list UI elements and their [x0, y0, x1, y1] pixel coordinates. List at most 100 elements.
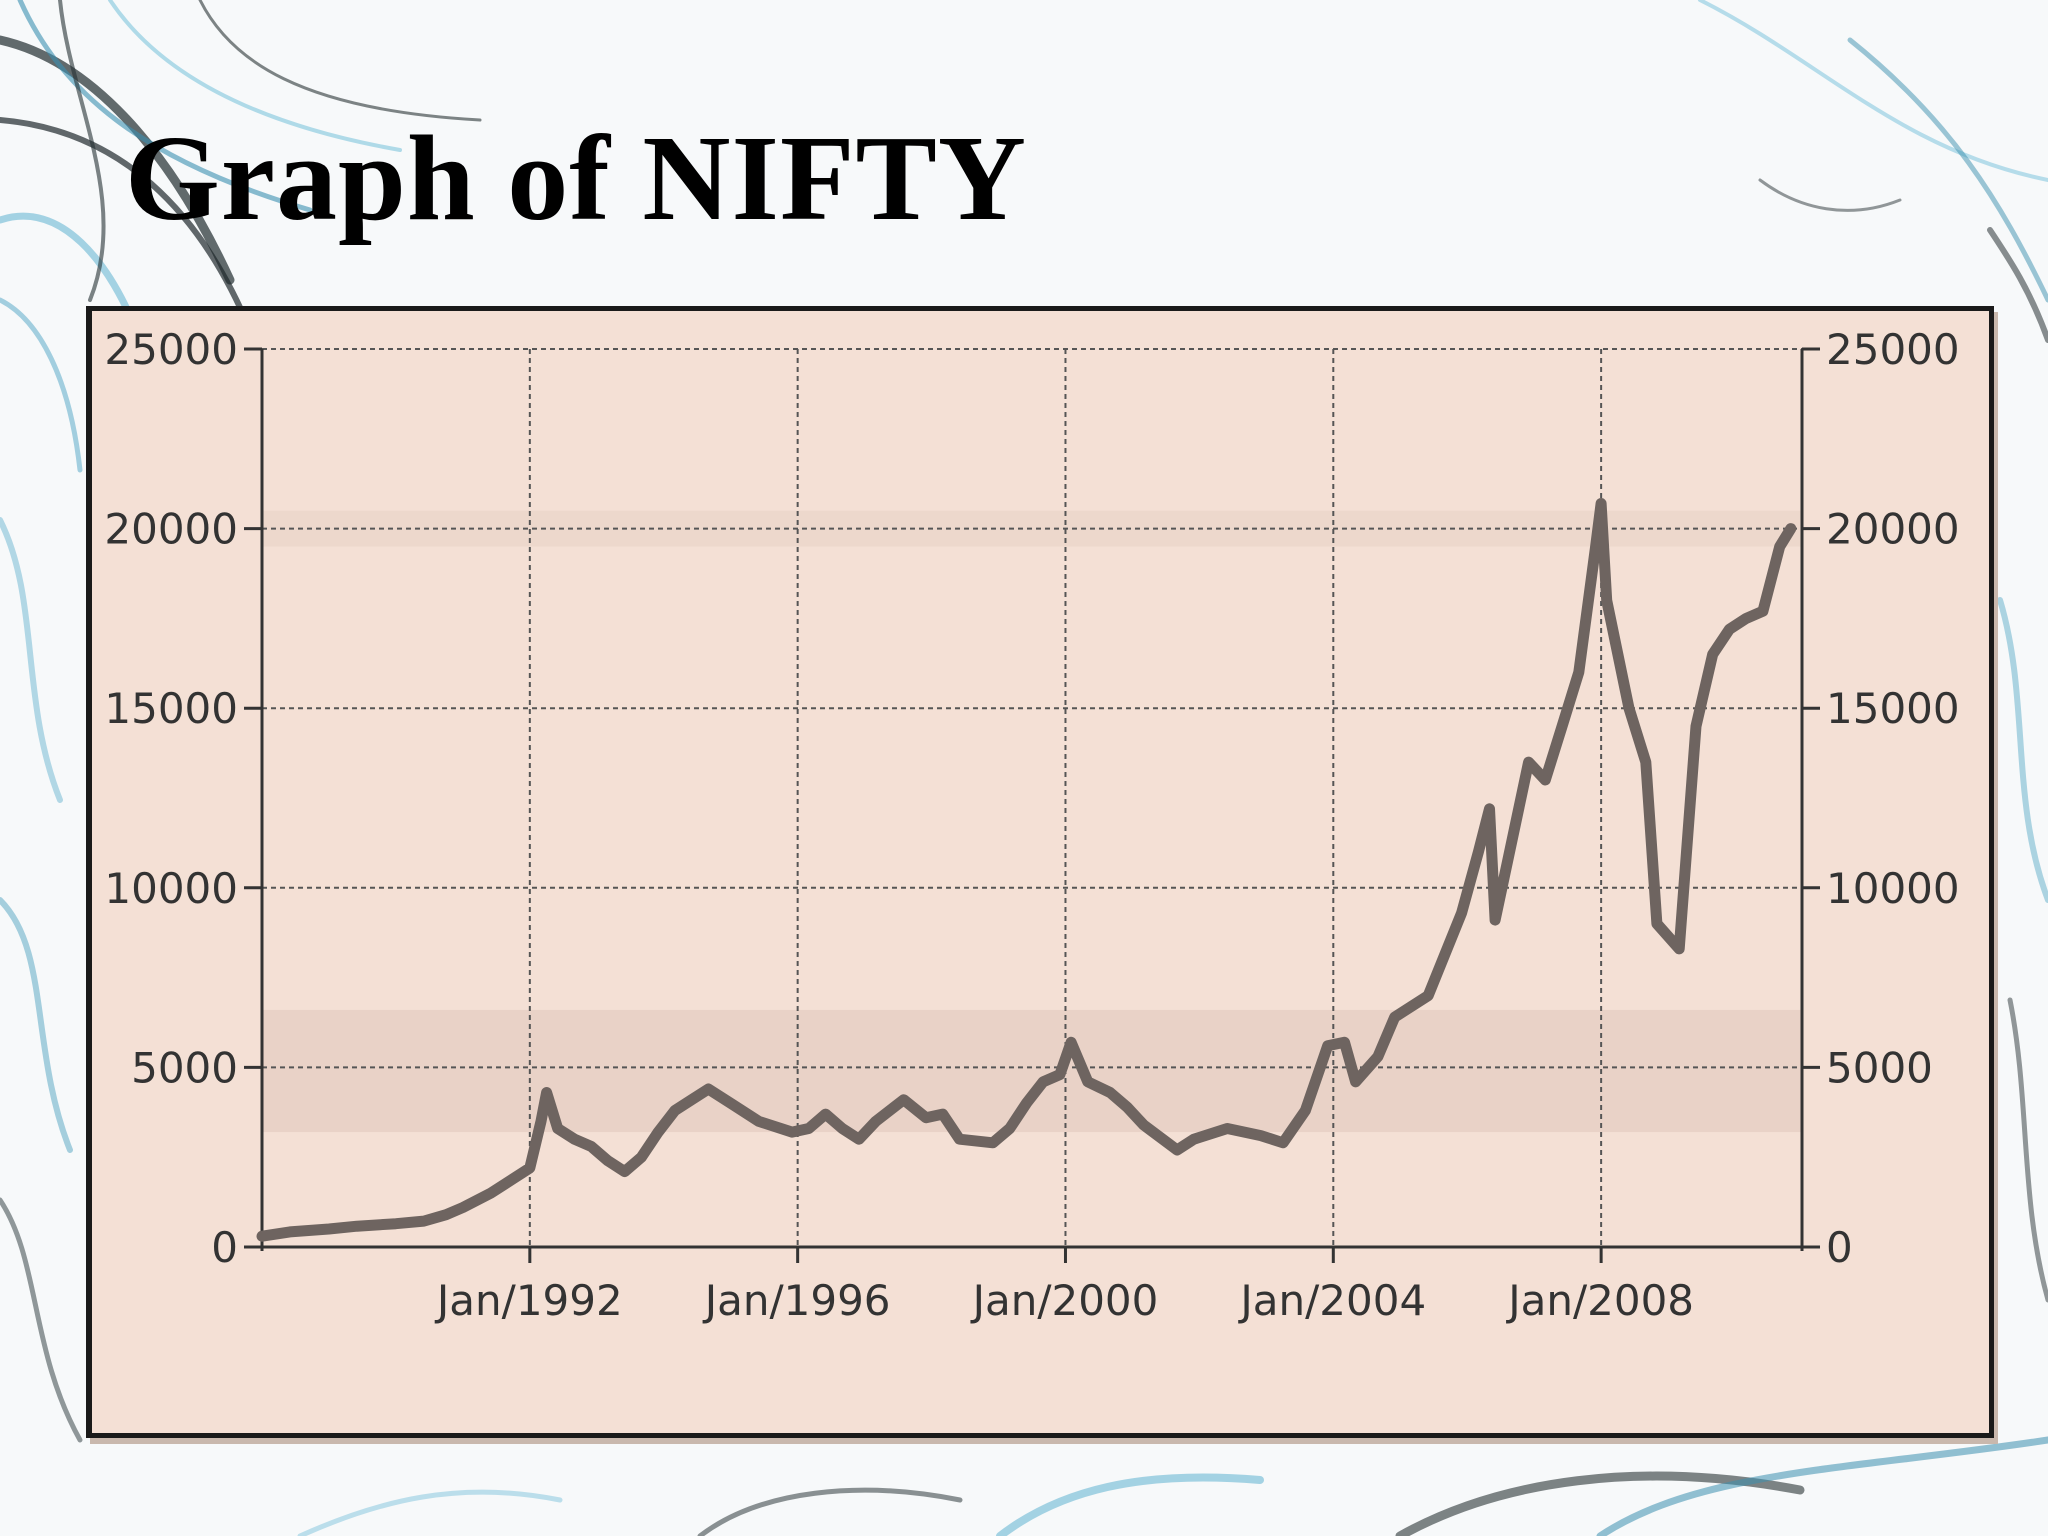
data-point	[1785, 523, 1796, 534]
data-point	[954, 1134, 965, 1145]
data-point	[1674, 943, 1685, 954]
data-point	[1590, 541, 1601, 552]
data-point	[1054, 1069, 1065, 1080]
y-tick-label-right: 20000	[1826, 505, 1960, 554]
x-tick-label: Jan/2000	[970, 1276, 1159, 1325]
data-point	[586, 1141, 597, 1152]
data-point	[1490, 915, 1501, 926]
data-point	[725, 1098, 736, 1109]
y-tick-label-right: 15000	[1826, 684, 1960, 733]
data-point	[1038, 1076, 1049, 1087]
data-point	[1339, 1037, 1350, 1048]
data-point	[1021, 1098, 1032, 1109]
data-point	[703, 1084, 714, 1094]
shade-band-lower	[262, 1009, 1802, 1133]
data-point	[1601, 595, 1612, 606]
data-point	[1066, 1037, 1077, 1048]
y-tick-label-right: 5000	[1826, 1043, 1933, 1092]
data-point	[524, 1163, 535, 1173]
data-point	[1389, 1012, 1400, 1023]
x-tick-label: Jan/2008	[1505, 1276, 1694, 1325]
data-point	[921, 1112, 931, 1123]
data-point	[1523, 757, 1534, 768]
data-point	[1691, 721, 1701, 732]
data-point	[508, 1173, 519, 1184]
x-tick-label: Jan/1996	[702, 1276, 891, 1325]
data-point	[987, 1137, 998, 1148]
data-point	[1322, 1040, 1333, 1051]
data-point	[324, 1224, 334, 1234]
data-point	[753, 1116, 764, 1127]
data-point	[1004, 1123, 1015, 1134]
data-point	[1724, 624, 1735, 635]
data-point	[1540, 775, 1551, 785]
data-point	[653, 1127, 664, 1138]
data-point	[898, 1094, 909, 1105]
data-point	[485, 1188, 496, 1199]
data-point	[1105, 1087, 1116, 1098]
data-point	[636, 1152, 647, 1163]
data-point	[1484, 803, 1495, 814]
x-tick-label: Jan/2004	[1237, 1276, 1426, 1325]
data-point	[1423, 990, 1434, 1001]
data-point	[390, 1218, 401, 1229]
data-point	[536, 1116, 546, 1127]
data-point	[1138, 1119, 1149, 1130]
data-point	[1774, 541, 1785, 552]
data-point	[1757, 606, 1768, 617]
data-point	[837, 1123, 848, 1134]
data-point	[351, 1221, 362, 1232]
data-point	[937, 1109, 948, 1120]
data-point	[541, 1087, 552, 1098]
data-point	[686, 1094, 697, 1105]
y-tick-label-left: 15000	[104, 684, 238, 733]
data-point	[1350, 1076, 1361, 1087]
y-tick-label-left: 10000	[104, 864, 238, 913]
data-point	[1557, 721, 1568, 732]
nifty-line-chart: 0 0 5000 5000 10000 10000 15000 15000 20000 20000…	[104, 325, 1960, 1325]
data-point	[257, 1231, 267, 1242]
data-point	[1255, 1130, 1266, 1141]
data-point	[787, 1127, 798, 1138]
y-tick-label-left: 5000	[131, 1043, 238, 1092]
data-point	[1082, 1076, 1093, 1087]
data-point	[870, 1116, 881, 1127]
data-point	[669, 1105, 680, 1116]
data-point	[457, 1202, 468, 1213]
data-point	[552, 1123, 563, 1134]
y-tick-label-right: 10000	[1826, 864, 1960, 913]
data-point	[1172, 1145, 1183, 1155]
data-point	[418, 1216, 429, 1227]
data-point	[1278, 1137, 1289, 1148]
data-point	[1707, 649, 1718, 660]
y-tick-label-left: 0	[211, 1223, 238, 1272]
data-point	[803, 1123, 814, 1134]
data-point	[1596, 498, 1607, 509]
data-point	[1651, 918, 1662, 929]
data-point	[569, 1134, 580, 1145]
data-point	[619, 1166, 630, 1177]
y-tick-label-right: 0	[1826, 1223, 1853, 1272]
data-point	[854, 1134, 864, 1145]
slide-title: Graph of NIFTY	[125, 111, 1027, 246]
data-point	[1624, 703, 1634, 714]
data-point	[1573, 667, 1584, 678]
data-point	[1372, 1051, 1383, 1062]
y-tick-label-right: 25000	[1826, 325, 1960, 374]
data-point	[1300, 1105, 1311, 1116]
y-tick-label-left: 25000	[104, 325, 238, 374]
data-point	[1222, 1123, 1233, 1134]
y-tick-label-left: 20000	[104, 505, 238, 554]
data-point	[441, 1209, 452, 1220]
data-point	[1741, 613, 1752, 624]
data-point	[602, 1155, 613, 1166]
data-point	[1121, 1101, 1132, 1112]
x-tick-label: Jan/1992	[434, 1276, 623, 1325]
data-point	[1456, 907, 1467, 918]
data-point	[1473, 846, 1484, 857]
data-point	[1640, 757, 1651, 768]
chart-frame: 0 0 5000 5000 10000 10000 15000 15000 20000 20000…	[86, 306, 1994, 1438]
data-point	[284, 1226, 295, 1237]
data-point	[1188, 1134, 1199, 1145]
